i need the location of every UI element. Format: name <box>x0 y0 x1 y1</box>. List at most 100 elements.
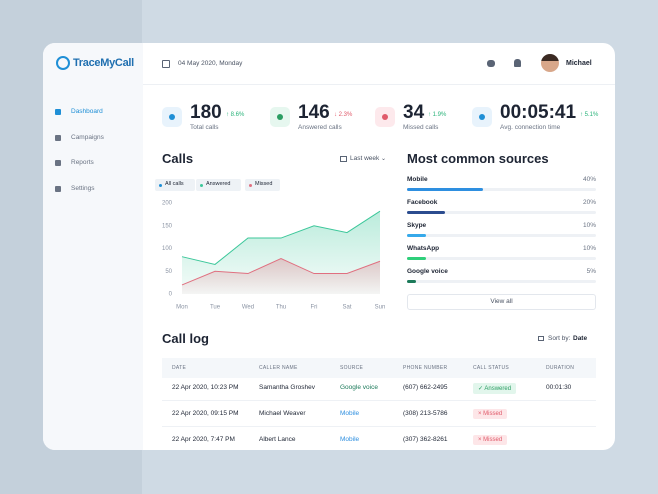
section-title: Calls <box>162 151 194 166</box>
nav-item[interactable]: Dashboard <box>71 108 103 115</box>
stat-label: Total calls <box>190 124 219 131</box>
x-tick-label: Fri <box>311 305 318 311</box>
source-track <box>407 257 596 260</box>
stat-value: 34 <box>403 102 425 123</box>
table-cell: Michael Weaver <box>259 410 306 417</box>
legend-label[interactable]: Missed <box>255 181 273 187</box>
table-cell: 22 Apr 2020, 10:23 PM <box>172 384 239 391</box>
stat-change: ↓ 2.3% <box>334 112 353 118</box>
source-bar <box>407 234 426 237</box>
source-name: Google voice <box>407 268 448 275</box>
view-all-button[interactable]: View all <box>407 294 596 310</box>
logo-icon <box>56 56 70 70</box>
source-bar <box>407 257 426 260</box>
stat-icon-glyph <box>479 114 485 120</box>
status-pill: × Missed <box>473 435 508 445</box>
source-bar <box>407 280 417 283</box>
y-tick-label: 200 <box>162 201 173 207</box>
stat-icon-glyph <box>169 114 175 120</box>
table-cell: (308) 213-5786 <box>403 410 448 417</box>
status-pill: × Missed <box>473 409 508 419</box>
table-cell: 22 Apr 2020, 7:47 PM <box>172 436 235 443</box>
filter-icon <box>340 156 347 162</box>
column-header: DATE <box>172 365 187 371</box>
source-link[interactable]: Mobile <box>340 410 360 417</box>
bell-icon[interactable] <box>514 59 521 67</box>
sort-label: Sort by: <box>548 335 571 342</box>
calendar-icon <box>162 60 170 68</box>
source-name: Skype <box>407 222 427 229</box>
column-header: DURATION <box>546 365 575 371</box>
nav-item[interactable]: Campaigns <box>71 133 104 141</box>
y-tick-label: 150 <box>162 223 173 229</box>
section-title: Most common sources <box>407 151 549 166</box>
source-link[interactable]: Google voice <box>340 384 378 391</box>
line <box>181 210 381 265</box>
stat-change: ↑ 5.1% <box>580 112 599 118</box>
source-name: Mobile <box>407 176 428 183</box>
section-title: Call log <box>162 331 209 346</box>
nav-icon <box>55 185 61 192</box>
stat-label: Avg. connection time <box>500 124 561 131</box>
legend-button[interactable] <box>196 179 241 191</box>
header-divider <box>143 84 615 85</box>
x-tick-label: Sun <box>375 305 386 311</box>
table-cell: (307) 362-8261 <box>403 436 448 443</box>
source-link[interactable]: Mobile <box>340 436 360 443</box>
nav-icon <box>55 134 61 141</box>
source-track <box>407 211 596 214</box>
y-tick-label: 0 <box>169 292 173 298</box>
source-track <box>407 188 596 191</box>
source-bar <box>407 188 483 191</box>
area <box>182 258 380 294</box>
table-cell: Samantha Groshev <box>259 384 316 391</box>
nav-icon <box>55 160 61 166</box>
stat-change: ↑ 1.9% <box>428 112 447 118</box>
source-percent: 10% <box>582 222 596 229</box>
logo: TraceMyCall <box>73 57 134 69</box>
legend-button[interactable] <box>245 179 280 191</box>
source-percent: 40% <box>582 176 596 183</box>
source-percent: 10% <box>582 245 596 252</box>
table-cell: 00:01:30 <box>546 384 572 391</box>
column-header: CALLER NAME <box>259 365 298 371</box>
stat-icon-glyph <box>382 114 388 120</box>
x-tick-label: Mon <box>176 305 188 311</box>
stat-change: ↑ 8.6% <box>226 112 245 118</box>
stat-value: 00:05:41 <box>500 102 577 123</box>
nav-item[interactable]: Settings <box>71 184 95 192</box>
user-name[interactable]: Michael <box>566 60 592 67</box>
filter[interactable]: Last week <box>350 155 380 162</box>
legend-label[interactable]: All calls <box>165 181 184 187</box>
source-percent: 20% <box>582 199 596 206</box>
x-tick-label: Sat <box>342 305 351 311</box>
sort-icon <box>538 336 544 341</box>
column-header: PHONE NUMBER <box>403 365 448 371</box>
source-name: WhatsApp <box>407 245 440 252</box>
sort-value[interactable]: Date <box>573 335 588 342</box>
legend-label[interactable]: Answered <box>206 181 231 187</box>
table-header <box>162 358 596 378</box>
stat-icon-glyph <box>277 114 283 120</box>
column-header: SOURCE <box>340 365 364 371</box>
table-cell: 22 Apr 2020, 09:15 PM <box>172 410 239 417</box>
legend-button[interactable] <box>155 179 195 191</box>
legend-dot <box>249 184 252 187</box>
nav-item[interactable]: Reports <box>71 159 94 166</box>
stat-value: 180 <box>190 102 222 123</box>
table-cell: (607) 662-2495 <box>403 384 448 391</box>
y-tick-label: 100 <box>162 246 173 252</box>
stat-value: 146 <box>298 102 330 123</box>
filter-caret: ⌄ <box>381 156 387 162</box>
source-name: Facebook <box>407 199 438 206</box>
table-cell: Albert Lance <box>259 436 296 443</box>
legend-dot <box>159 184 162 187</box>
x-tick-label: Wed <box>242 305 254 311</box>
row-divider <box>162 400 596 401</box>
nav-icon <box>55 109 61 115</box>
column-header: CALL STATUS <box>473 365 509 371</box>
stat-label: Missed calls <box>403 124 439 131</box>
avatar[interactable] <box>541 54 559 72</box>
